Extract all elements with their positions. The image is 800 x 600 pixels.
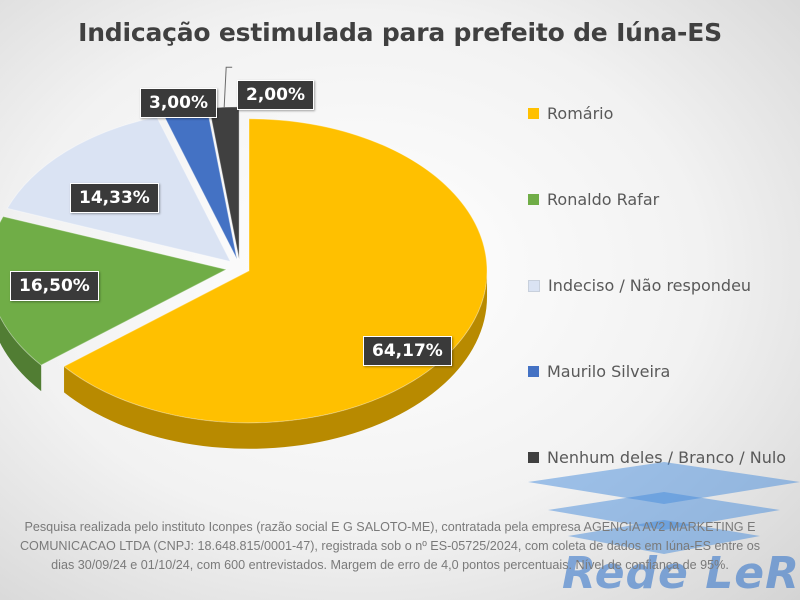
watermark-text: Rede LeR	[562, 548, 800, 599]
legend-label-maurilo-silveira: Maurilo Silveira	[547, 362, 671, 381]
legend-swatch-indeciso	[528, 279, 540, 292]
leader-line-nenhum-deles-branco-nulo	[223, 66, 233, 108]
legend-item-indeciso: Indeciso / Não respondeu	[528, 276, 751, 295]
pie-slice-ronaldo-rafar	[0, 215, 228, 366]
data-label-maurilo-silveira: 3,00%	[140, 88, 217, 118]
legend-item-nenhum: Nenhum deles / Branco / Nulo	[528, 448, 786, 467]
pie-side-romario	[64, 270, 488, 449]
data-label-nenhum: 2,00%	[237, 80, 314, 110]
footnote: Pesquisa realizada pelo instituto Iconpe…	[19, 520, 761, 572]
legend-swatch-nenhum	[528, 452, 539, 463]
legend-label-romario: Romário	[547, 104, 614, 123]
pie-side-ronaldo-rafar	[0, 316, 42, 392]
legend-label-ronaldo-rafar: Ronaldo Rafar	[547, 190, 660, 209]
watermark-logo-icon	[528, 462, 800, 554]
legend-label-nenhum: Nenhum deles / Branco / Nulo	[547, 448, 787, 467]
data-label-ronaldo-rafar: 16,50%	[10, 271, 99, 301]
data-label-romario: 64,17%	[363, 336, 452, 366]
legend-swatch-maurilo-silveira	[528, 366, 539, 377]
legend-item-maurilo-silveira: Maurilo Silveira	[528, 362, 670, 381]
legend-swatch-ronaldo-rafar	[528, 194, 539, 205]
legend-swatch-romario	[528, 108, 539, 119]
legend: Romário Ronaldo Rafar Indeciso / Não res…	[528, 90, 800, 490]
legend-label-indeciso: Indeciso / Não respondeu	[548, 276, 752, 295]
chart-title: Indicação estimulada para prefeito de Iú…	[78, 18, 722, 47]
legend-item-romario: Romário	[528, 104, 613, 123]
data-label-indeciso: 14,33%	[70, 183, 159, 213]
legend-item-ronaldo-rafar: Ronaldo Rafar	[528, 190, 659, 209]
